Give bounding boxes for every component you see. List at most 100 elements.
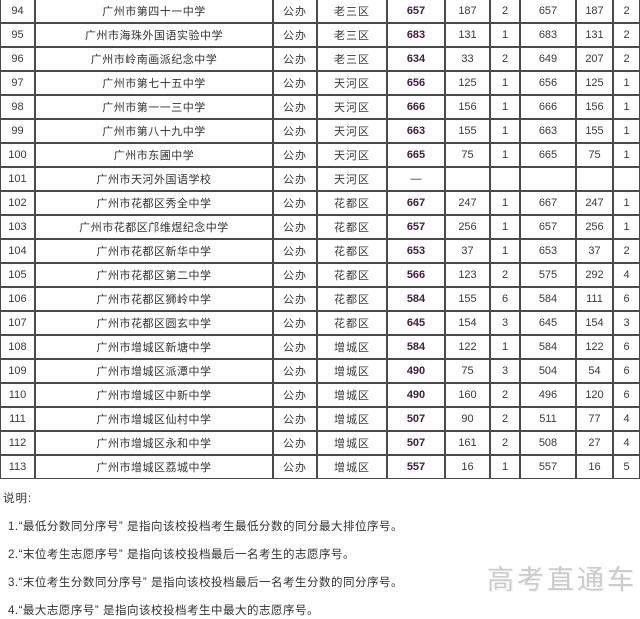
last-volunteer-cell: 3 (490, 311, 520, 335)
tied-rank-cell: 75 (445, 359, 490, 383)
last-tied-rank-cell: 125 (576, 71, 613, 95)
min-score-cell: 490 (387, 359, 445, 383)
table-row: 100 广州市东圃中学 公办 天河区 665 75 1 665 75 1 (0, 143, 640, 167)
school-name-cell: 广州市花都区圆玄中学 (35, 311, 273, 335)
district-cell: 天河区 (317, 167, 387, 191)
school-name-cell: 广州市第一一三中学 (35, 95, 273, 119)
row-number-cell: 104 (0, 239, 35, 263)
school-type-cell: 公办 (273, 455, 317, 479)
table-row: 104 广州市花都区新华中学 公办 花都区 653 37 1 653 37 2 (0, 239, 640, 263)
school-name-cell: 广州市第八十九中学 (35, 119, 273, 143)
note-item-3: 3.“末位考生分数同分序号” 是指向该校投档最后一名考生分数的同分序号。 (8, 577, 403, 589)
row-number-cell: 99 (0, 119, 35, 143)
district-cell: 花都区 (317, 287, 387, 311)
last-tied-rank-cell: 27 (576, 431, 613, 455)
last-score-cell (520, 167, 576, 191)
school-name-cell: 广州市花都区狮岭中学 (35, 287, 273, 311)
last-volunteer-cell: 1 (490, 239, 520, 263)
notes-section: 说明: 1.“最低分数同分序号” 是指向该校投档考生最低分数的同分最大排位序号。… (0, 490, 640, 619)
last-score-cell: 666 (520, 95, 576, 119)
last-tied-rank-cell: 187 (576, 0, 613, 23)
school-type-cell: 公办 (273, 119, 317, 143)
last-score-cell: 557 (520, 455, 576, 479)
tied-rank-cell: 131 (445, 23, 490, 47)
school-name-cell: 广州市第七十五中学 (35, 71, 273, 95)
last-tied-rank-cell: 131 (576, 23, 613, 47)
school-type-cell: 公办 (273, 167, 317, 191)
row-number-cell: 101 (0, 167, 35, 191)
min-score-cell: 667 (387, 191, 445, 215)
last-score-cell: 649 (520, 47, 576, 71)
min-score-cell: 666 (387, 95, 445, 119)
row-number-cell: 98 (0, 95, 35, 119)
tied-rank-cell: 33 (445, 47, 490, 71)
table-row: 97 广州市第七十五中学 公办 天河区 656 125 1 656 125 1 (0, 71, 640, 95)
district-cell: 增城区 (317, 335, 387, 359)
district-cell: 增城区 (317, 359, 387, 383)
district-cell: 增城区 (317, 455, 387, 479)
district-cell: 增城区 (317, 407, 387, 431)
last-tied-rank-cell: 154 (576, 311, 613, 335)
district-cell: 老三区 (317, 0, 387, 23)
max-volunteer-cell: 4 (613, 431, 640, 455)
tied-rank-cell: 122 (445, 335, 490, 359)
row-number-cell: 96 (0, 47, 35, 71)
last-score-cell: 657 (520, 215, 576, 239)
school-name-cell: 广州市花都区秀全中学 (35, 191, 273, 215)
watermark-gaokao-zhitongche: 高考直通车 (487, 565, 637, 595)
max-volunteer-cell: 1 (613, 119, 640, 143)
table-row: 108 广州市增城区新塘中学 公办 增城区 584 122 1 584 122 6 (0, 335, 640, 359)
school-type-cell: 公办 (273, 23, 317, 47)
max-volunteer-cell: 5 (613, 455, 640, 479)
last-volunteer-cell: 1 (490, 215, 520, 239)
last-tied-rank-cell: 111 (576, 287, 613, 311)
last-score-cell: 496 (520, 383, 576, 407)
row-number-cell: 113 (0, 455, 35, 479)
tied-rank-cell: 156 (445, 95, 490, 119)
last-score-cell: 645 (520, 311, 576, 335)
row-number-cell: 109 (0, 359, 35, 383)
district-cell: 老三区 (317, 23, 387, 47)
last-tied-rank-cell: 247 (576, 191, 613, 215)
min-score-cell: 657 (387, 0, 445, 23)
district-cell: 增城区 (317, 383, 387, 407)
school-name-cell: 广州市花都区邝维煜纪念中学 (35, 215, 273, 239)
row-number-cell: 97 (0, 71, 35, 95)
last-volunteer-cell: 1 (490, 191, 520, 215)
max-volunteer-cell: 1 (613, 215, 640, 239)
row-number-cell: 105 (0, 263, 35, 287)
tied-rank-cell: 37 (445, 239, 490, 263)
last-score-cell: 667 (520, 191, 576, 215)
min-score-cell: 507 (387, 431, 445, 455)
max-volunteer-cell: 1 (613, 143, 640, 167)
school-type-cell: 公办 (273, 47, 317, 71)
school-type-cell: 公办 (273, 95, 317, 119)
last-score-cell: 584 (520, 335, 576, 359)
school-name-cell: 广州市岭南画派纪念中学 (35, 47, 273, 71)
last-score-cell: 575 (520, 263, 576, 287)
last-volunteer-cell: 2 (490, 383, 520, 407)
district-cell: 花都区 (317, 263, 387, 287)
school-name-cell: 广州市增城区荔城中学 (35, 455, 273, 479)
max-volunteer-cell: 1 (613, 71, 640, 95)
last-volunteer-cell: 2 (490, 0, 520, 23)
school-type-cell: 公办 (273, 335, 317, 359)
min-score-cell: 584 (387, 287, 445, 311)
school-type-cell: 公办 (273, 407, 317, 431)
last-volunteer-cell: 2 (490, 407, 520, 431)
table-row: 101 广州市天河外国语学校 公办 天河区 — (0, 167, 640, 191)
max-volunteer-cell: 1 (613, 191, 640, 215)
max-volunteer-cell: 6 (613, 383, 640, 407)
table-row: 103 广州市花都区邝维煜纪念中学 公办 花都区 657 256 1 657 256 1 (0, 215, 640, 239)
last-volunteer-cell: 1 (490, 95, 520, 119)
tied-rank-cell: 247 (445, 191, 490, 215)
last-tied-rank-cell: 77 (576, 407, 613, 431)
max-volunteer-cell: 2 (613, 239, 640, 263)
district-cell: 花都区 (317, 239, 387, 263)
table-row: 94 广州市第四十一中学 公办 老三区 657 187 2 657 187 2 (0, 0, 640, 23)
last-tied-rank-cell: 156 (576, 95, 613, 119)
school-type-cell: 公办 (273, 359, 317, 383)
school-name-cell: 广州市第四十一中学 (35, 0, 273, 23)
last-tied-rank-cell: 54 (576, 359, 613, 383)
